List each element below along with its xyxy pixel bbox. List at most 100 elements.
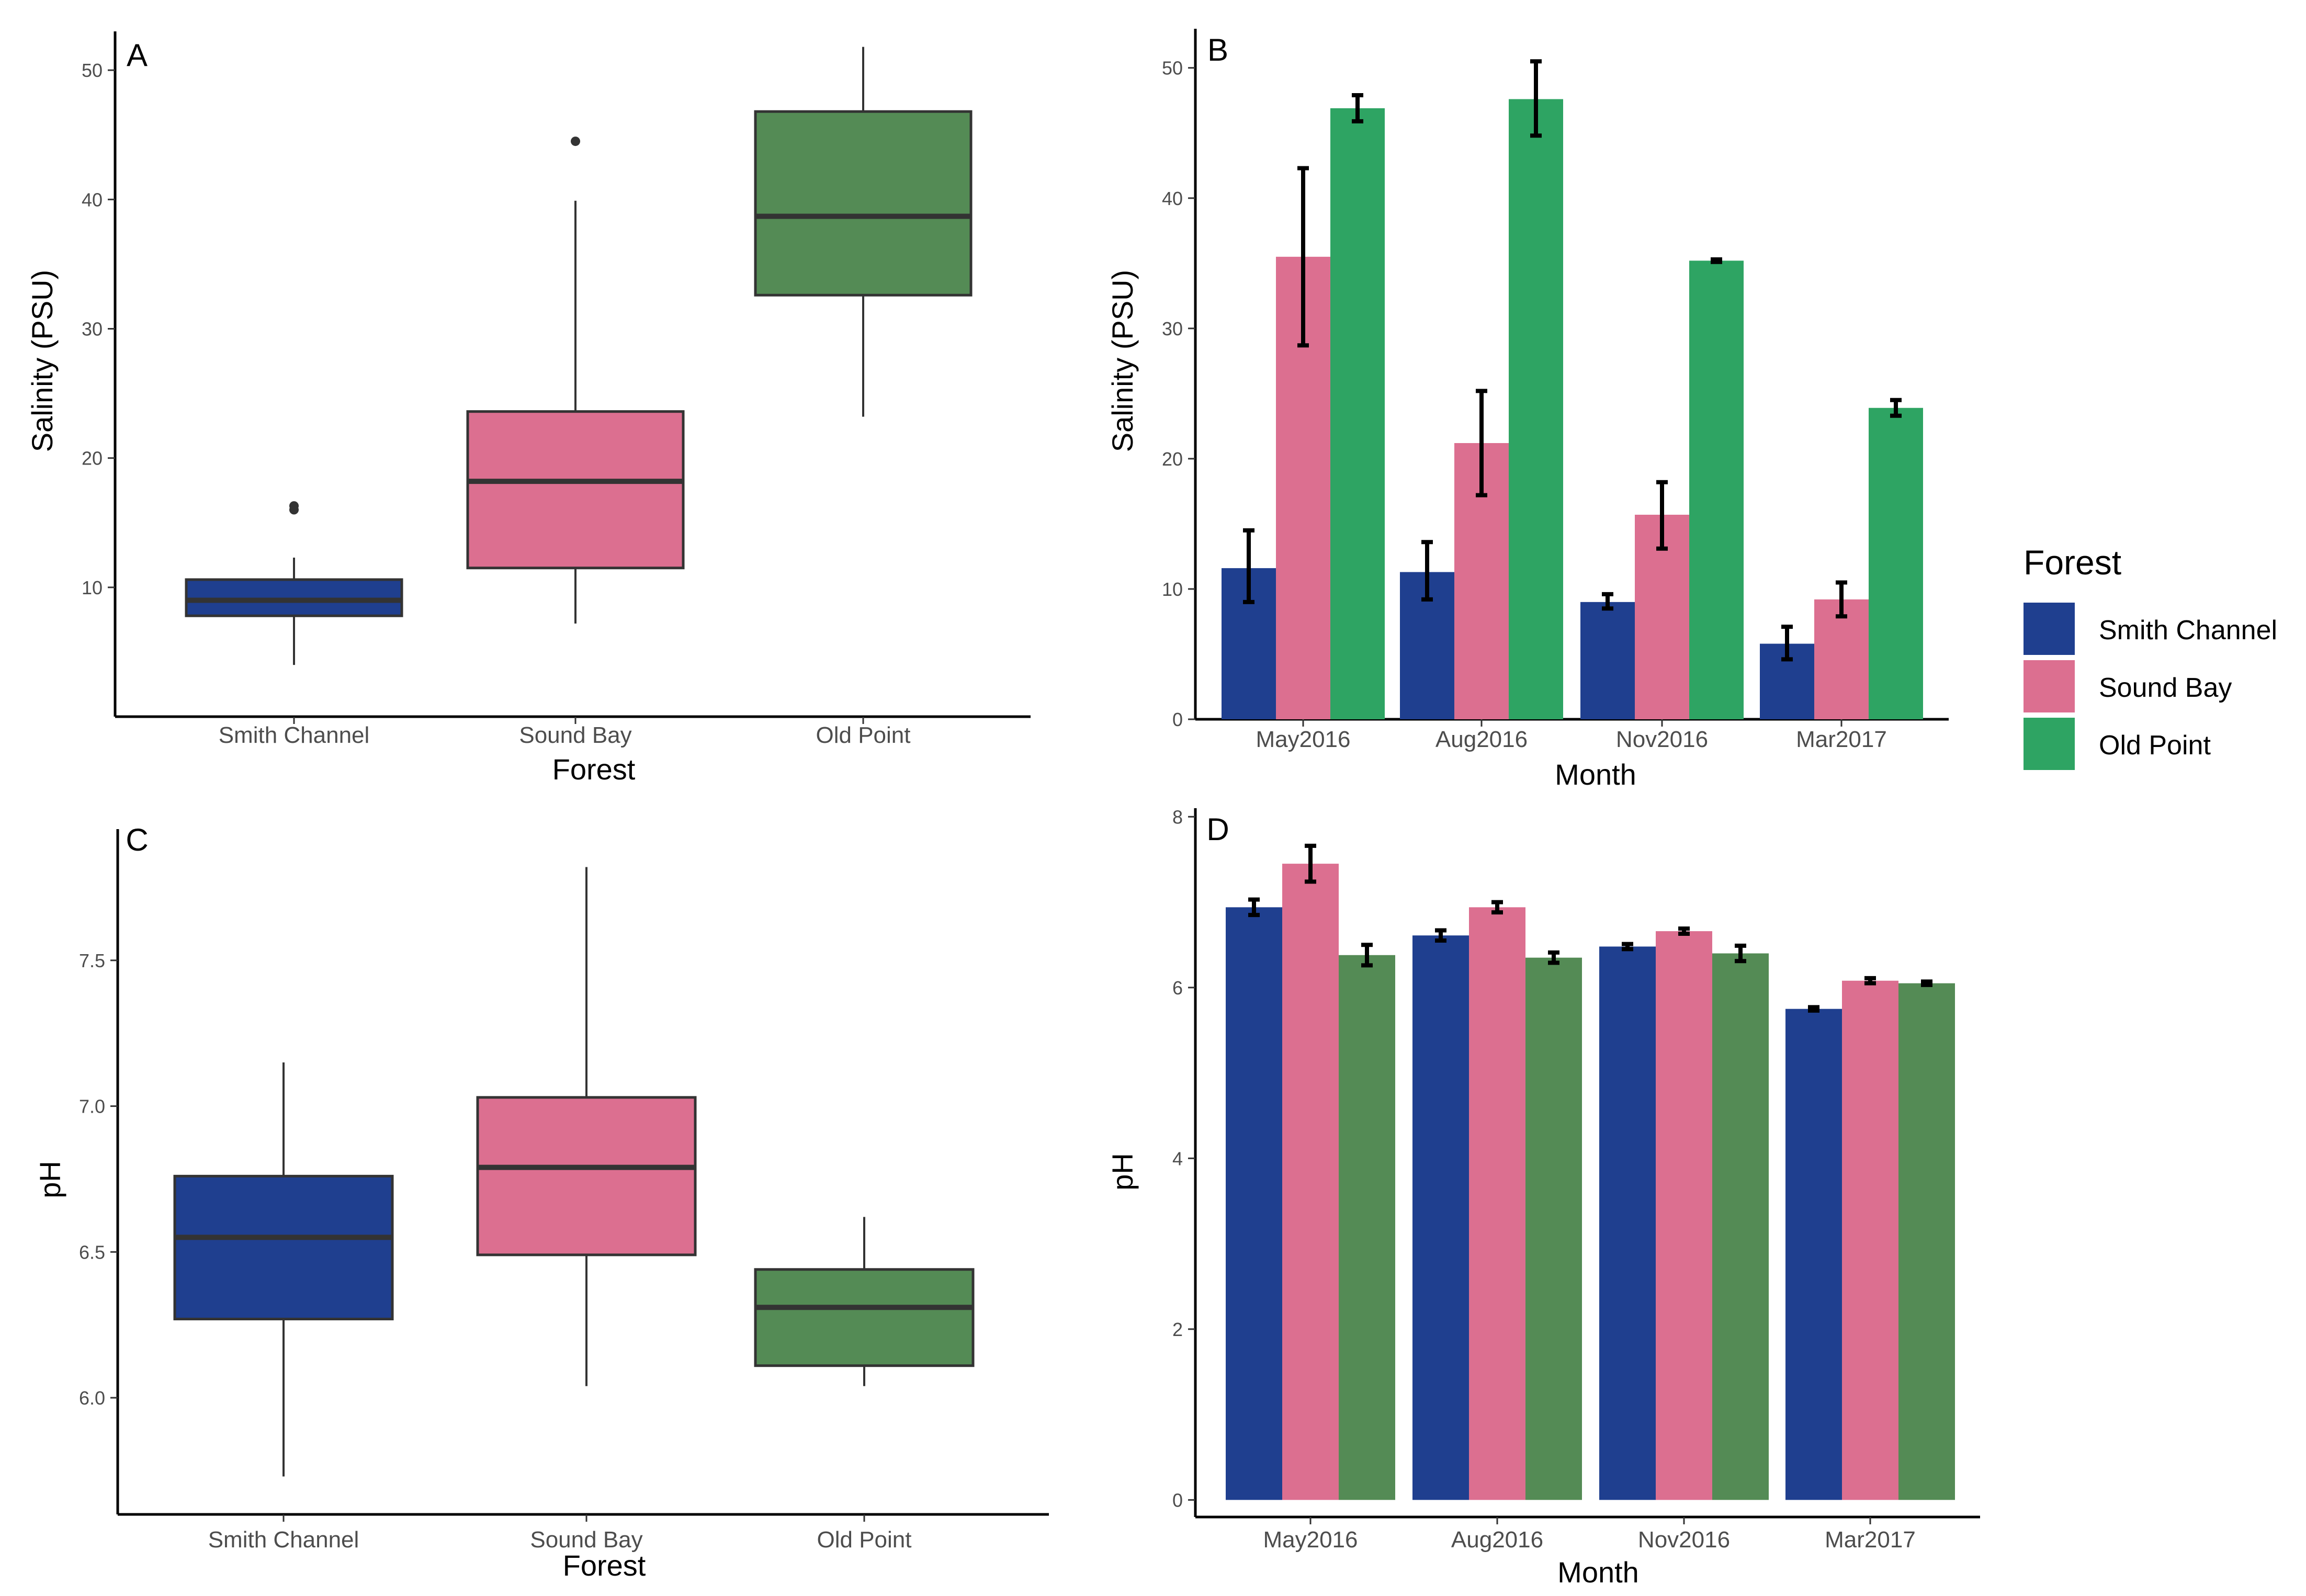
box-old-point <box>754 1217 975 1386</box>
outlier-point <box>571 137 580 146</box>
error-bar-old-point-may2016 <box>1361 943 1373 968</box>
panel-label: C <box>126 822 148 857</box>
category-label-may2016: May2016 <box>1263 1527 1358 1553</box>
x-axis-title: Month <box>1557 1556 1639 1589</box>
y-tick-label: 7.0 <box>79 1096 105 1117</box>
x-axis-title: Forest <box>563 1549 646 1582</box>
y-tick-label: 6 <box>1172 977 1183 999</box>
category-label-mar2017: Mar2017 <box>1825 1527 1916 1553</box>
error-bar-old-point-nov2016 <box>1735 943 1746 964</box>
panel-d-ph-barchart: 0 2 4 6 8 DpH Month May2016 Aug2016 Nov2016 Mar201… <box>1106 806 1980 1589</box>
error-bar-sound-bay-mar2017 <box>1864 976 1876 986</box>
bar-old-point-nov2016 <box>1689 261 1744 719</box>
bar-sound-bay-mar2017 <box>1842 980 1898 1500</box>
legend-label-smith-channel: Smith Channel <box>2099 615 2277 646</box>
error-bar-old-point-mar2017 <box>1921 979 1932 987</box>
y-tick-label: 0 <box>1172 709 1183 730</box>
bar-old-point-mar2017 <box>1869 408 1923 719</box>
box-smith-channel <box>185 501 403 665</box>
legend: Forest Smith Channel Sound Bay Old Point <box>2024 543 2277 770</box>
error-bar-smith-channel-aug2016 <box>1421 540 1433 602</box>
error-bar-sound-bay-nov2016 <box>1678 926 1690 936</box>
category-label-smith-channel: Smith Channel <box>208 1527 359 1553</box>
y-axis-title: pH <box>33 1161 66 1198</box>
bar-smith-channel-nov2016 <box>1599 946 1656 1500</box>
panel-a-salinity-boxplot: 10 20 30 40 50 A Salinity (PSU) Forest Smith Cha… <box>26 31 1031 786</box>
y-tick-label: 20 <box>82 448 103 469</box>
y-tick-label: 30 <box>82 318 103 339</box>
y-tick-label: 6.5 <box>79 1241 105 1263</box>
y-tick-label: 50 <box>82 60 103 81</box>
iqr-box <box>754 1268 975 1367</box>
category-label-sound-bay: Sound Bay <box>530 1527 642 1553</box>
iqr-box <box>754 110 973 297</box>
error-bar-smith-channel-mar2017 <box>1781 625 1793 662</box>
bar-old-point-mar2017 <box>1898 983 1955 1500</box>
box-old-point <box>754 47 973 417</box>
y-tick-label: 8 <box>1172 806 1183 828</box>
error-bar-smith-channel-nov2016 <box>1622 942 1633 952</box>
category-label-sound-bay: Sound Bay <box>519 722 631 748</box>
error-bar-old-point-may2016 <box>1352 93 1363 123</box>
bar-sound-bay-may2016 <box>1282 864 1339 1500</box>
legend-swatch-old-point <box>2024 718 2075 770</box>
outlier-point <box>289 501 299 511</box>
legend-title: Forest <box>2024 543 2121 582</box>
box-sound-bay <box>476 867 697 1386</box>
y-tick-label: 7.5 <box>79 950 105 971</box>
category-label-aug2016: Aug2016 <box>1451 1527 1543 1553</box>
iqr-box <box>476 1096 697 1257</box>
y-tick-label: 2 <box>1172 1319 1183 1340</box>
iqr-box <box>466 410 685 570</box>
y-tick-label: 10 <box>1162 579 1183 600</box>
bar-smith-channel-aug2016 <box>1412 935 1469 1500</box>
panel-c-ph-boxplot: 6.0 6.5 7.0 7.5 CpH Forest Smith Channel Sound … <box>33 822 1049 1582</box>
error-bar-sound-bay-nov2016 <box>1656 480 1668 551</box>
error-bar-smith-channel-aug2016 <box>1435 928 1446 943</box>
category-label-nov2016: Nov2016 <box>1638 1527 1730 1553</box>
category-label-smith-channel: Smith Channel <box>219 722 370 748</box>
y-tick-label: 30 <box>1162 318 1183 339</box>
bar-old-point-aug2016 <box>1509 99 1563 719</box>
x-axis-title: Month <box>1555 758 1636 791</box>
panel-label: A <box>127 38 148 73</box>
y-tick-label: 0 <box>1172 1489 1183 1511</box>
legend-swatch-sound-bay <box>2024 660 2075 712</box>
legend-label-old-point: Old Point <box>2099 730 2211 761</box>
bar-smith-channel-nov2016 <box>1580 602 1635 719</box>
category-label-aug2016: Aug2016 <box>1435 727 1528 752</box>
y-tick-label: 40 <box>82 189 103 210</box>
category-label-old-point: Old Point <box>816 722 911 748</box>
bar-smith-channel-mar2017 <box>1785 1009 1842 1500</box>
error-bar-smith-channel-may2016 <box>1243 528 1254 604</box>
y-tick-label: 6.0 <box>79 1387 105 1409</box>
error-bar-smith-channel-mar2017 <box>1808 1005 1819 1013</box>
bar-old-point-nov2016 <box>1712 953 1769 1500</box>
y-tick-label: 10 <box>82 577 103 598</box>
error-bar-sound-bay-may2016 <box>1297 166 1309 348</box>
box-smith-channel <box>173 1062 394 1477</box>
panel-b-salinity-barchart: 0 10 20 30 40 50 B Salinity (PSU) Month May2016 Au… <box>1106 29 1949 791</box>
y-axis-title: pH <box>1106 1153 1139 1191</box>
error-bar-old-point-mar2017 <box>1890 398 1902 418</box>
legend-swatch-smith-channel <box>2024 603 2075 655</box>
error-bar-sound-bay-aug2016 <box>1476 389 1487 497</box>
y-axis-title: Salinity (PSU) <box>1106 270 1139 452</box>
legend-label-sound-bay: Sound Bay <box>2099 673 2232 703</box>
y-axis-title: Salinity (PSU) <box>26 270 59 452</box>
x-axis-title: Forest <box>552 753 636 786</box>
y-tick-label: 40 <box>1162 188 1183 209</box>
error-bar-old-point-aug2016 <box>1548 950 1559 965</box>
category-label-mar2017: Mar2017 <box>1796 727 1887 752</box>
iqr-box <box>173 1174 394 1321</box>
panel-label: B <box>1207 32 1228 67</box>
category-label-old-point: Old Point <box>817 1527 912 1553</box>
bar-sound-bay-aug2016 <box>1469 907 1525 1500</box>
error-bar-old-point-nov2016 <box>1711 257 1722 264</box>
bar-sound-bay-mar2017 <box>1814 599 1869 719</box>
bar-old-point-may2016 <box>1330 108 1385 719</box>
error-bar-smith-channel-may2016 <box>1248 897 1260 918</box>
bar-old-point-may2016 <box>1339 955 1395 1500</box>
